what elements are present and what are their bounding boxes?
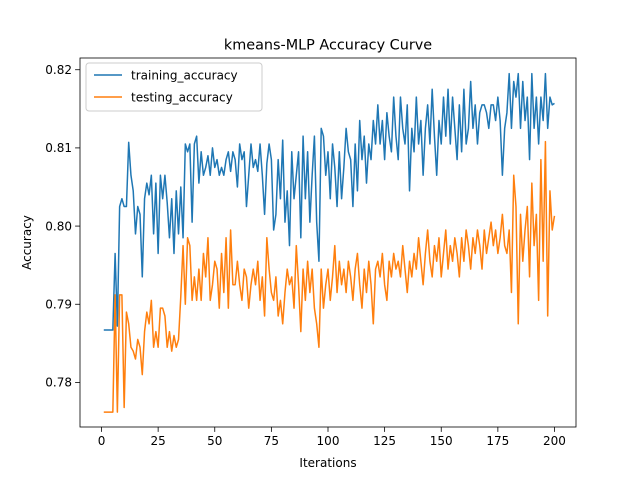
- x-tick-label: 50: [207, 434, 222, 448]
- chart-legend: training_accuracy testing_accuracy: [85, 62, 263, 112]
- y-tick-label: 0.82: [45, 63, 72, 77]
- y-tick-label: 0.81: [45, 141, 72, 155]
- series-line-testing-accuracy: [103, 140, 556, 413]
- x-tick-label: 75: [264, 434, 279, 448]
- y-tick-label: 0.80: [45, 219, 72, 233]
- y-axis-ticks: 0.78 0.79 0.80 0.81 0.82: [45, 63, 80, 390]
- x-tick-label: 175: [486, 434, 509, 448]
- legend-box: [85, 62, 263, 112]
- y-tick-label: 0.78: [45, 376, 72, 390]
- x-axis-label: Iterations: [299, 456, 356, 470]
- legend-label-testing: testing_accuracy: [131, 91, 233, 105]
- y-tick-label: 0.79: [45, 297, 72, 311]
- x-tick-label: 200: [543, 434, 566, 448]
- x-tick-label: 25: [150, 434, 165, 448]
- y-axis-label: Accuracy: [20, 215, 34, 270]
- x-tick-label: 100: [317, 434, 340, 448]
- x-axis-ticks: 0 25 50 75 100 125 150 175 200: [98, 427, 566, 448]
- x-tick-label: 125: [373, 434, 396, 448]
- legend-label-training: training_accuracy: [131, 69, 238, 83]
- x-tick-label: 0: [98, 434, 106, 448]
- series-line-training-accuracy: [103, 72, 555, 331]
- x-tick-label: 150: [430, 434, 453, 448]
- chart-title: kmeans-MLP Accuracy Curve: [224, 38, 432, 54]
- series-layer: [103, 72, 556, 413]
